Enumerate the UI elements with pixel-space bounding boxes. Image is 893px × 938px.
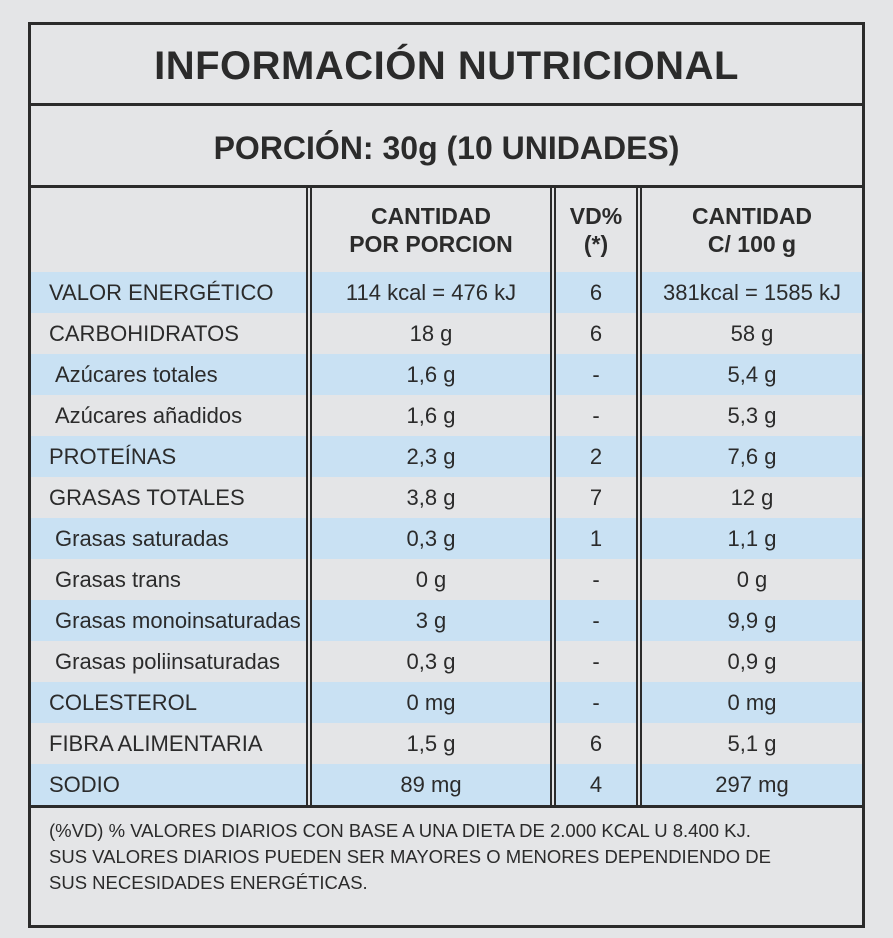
nutrient-row: COLESTEROL 0 mg -0 mg	[31, 682, 862, 723]
nutrient-name: Grasas monoinsaturadas	[31, 600, 309, 641]
nutrient-row: Grasas poliinsaturadas 0,3 g -0,9 g	[31, 641, 862, 682]
nutrient-row: FIBRA ALIMENTARIA 1,5 g 6 5,1 g	[31, 723, 862, 764]
header-line: (*)	[583, 231, 609, 257]
nutrient-value: 5,3 g	[636, 395, 862, 436]
header-line: POR PORCION	[349, 231, 513, 257]
header-cell: VD% (*)	[550, 188, 639, 272]
nutrient-value: 381kcal = 1585 kJ	[636, 272, 862, 313]
nutrition-label: INFORMACIÓN NUTRICIONAL PORCIÓN: 30g (10…	[28, 22, 865, 928]
header-line: VD%	[569, 203, 623, 229]
nutrient-value: -	[550, 682, 639, 723]
nutrient-name: Azúcares añadidos	[55, 402, 243, 428]
nutrient-name: SODIO	[31, 764, 309, 805]
nutrient-value: 0,9 g	[636, 641, 862, 682]
nutrient-value: 297 mg	[636, 764, 862, 805]
footnote-line: (%VD) % VALORES DIARIOS CON BASE A UNA D…	[49, 820, 751, 841]
header-cell	[31, 188, 309, 272]
nutrient-value: 18 g	[306, 313, 553, 354]
footnote-line: SUS VALORES DIARIOS PUEDEN SER MAYORES O…	[49, 846, 771, 867]
header-line: CANTIDAD	[691, 203, 813, 229]
nutrient-value: -	[550, 395, 639, 436]
nutrient-value: -	[550, 641, 639, 682]
nutrient-value: 2	[550, 436, 639, 477]
nutrient-value: 1,6 g	[306, 354, 553, 395]
nutrient-row: SODIO 89 mg 4 297 mg	[31, 764, 862, 805]
nutrient-row: Grasas monoinsaturadas 3 g -9,9 g	[31, 600, 862, 641]
nutrient-row: Azúcares añadidos 1,6 g -5,3 g	[31, 395, 862, 436]
nutrient-name: FIBRA ALIMENTARIA	[49, 730, 263, 756]
nutrient-value: 3 g	[306, 600, 553, 641]
nutrient-name: CARBOHIDRATOS	[49, 320, 239, 346]
nutrient-value: -	[550, 559, 639, 600]
nutrient-value: 4	[550, 764, 639, 805]
nutrient-row: GRASAS TOTALES 3,8 g 7 12 g	[31, 477, 862, 518]
nutrient-value: 89 mg	[306, 764, 553, 805]
nutrient-value: 5,4 g	[636, 354, 862, 395]
nutrient-value: 0 mg	[636, 682, 862, 723]
nutrient-value: 12 g	[636, 477, 862, 518]
nutrient-name: Grasas poliinsaturadas	[55, 648, 281, 674]
nutrient-value: 1	[550, 518, 639, 559]
nutrient-row: Azúcares totales 1,6 g -5,4 g	[31, 354, 862, 395]
table-body: CANTIDAD POR PORCION VD% (*) CANTIDAD C/ 10…	[31, 188, 862, 805]
nutrition-table: CANTIDAD POR PORCION VD% (*) CANTIDAD C/ 10…	[31, 188, 862, 805]
header-line: C/ 100 g	[707, 231, 797, 257]
nutrient-name: PROTEÍNAS	[31, 436, 309, 477]
header-cell: CANTIDAD POR PORCION	[306, 188, 553, 272]
nutrient-value: 1,1 g	[636, 518, 862, 559]
nutrient-row: PROTEÍNAS 2,3 g 2 7,6 g	[31, 436, 862, 477]
nutrient-row: VALOR ENERGÉTICO 114 kcal = 476 kJ 6 381kca…	[31, 272, 862, 313]
nutrient-value: 6	[550, 313, 639, 354]
nutrient-row: Grasas saturadas 0,3 g 1 1,1 g	[31, 518, 862, 559]
portion: PORCIÓN: 30g (10 UNIDADES)	[31, 106, 862, 188]
header-line: CANTIDAD	[370, 203, 492, 229]
nutrient-name: Grasas saturadas	[31, 518, 309, 559]
nutrient-name: Grasas trans	[55, 566, 181, 592]
nutrient-name: COLESTEROL	[31, 682, 309, 723]
footnote: (%VD) % VALORES DIARIOS CON BASE A UNA D…	[31, 805, 862, 896]
nutrient-value: 6	[550, 723, 639, 764]
nutrient-name: GRASAS TOTALES	[49, 484, 245, 510]
nutrient-value: 7,6 g	[636, 436, 862, 477]
nutrient-name: VALOR ENERGÉTICO	[31, 272, 309, 313]
nutrient-value: 0 mg	[306, 682, 553, 723]
nutrient-row: Grasas trans 0 g-0 g	[31, 559, 862, 600]
nutrient-value: 1,5 g	[306, 723, 553, 764]
nutrient-value: 1,6 g	[306, 395, 553, 436]
header-row: CANTIDAD POR PORCION VD% (*) CANTIDAD C/ 10…	[31, 188, 862, 272]
nutrient-value: 0 g	[306, 559, 553, 600]
nutrient-value: 0 g	[636, 559, 862, 600]
nutrient-value: 5,1 g	[636, 723, 862, 764]
nutrient-value: 3,8 g	[306, 477, 553, 518]
title: INFORMACIÓN NUTRICIONAL	[31, 25, 862, 106]
footnote-line: SUS NECESIDADES ENERGÉTICAS.	[49, 872, 368, 893]
nutrient-value: 6	[550, 272, 639, 313]
nutrient-value: 9,9 g	[636, 600, 862, 641]
nutrient-value: -	[550, 354, 639, 395]
nutrient-name: Azúcares totales	[31, 354, 309, 395]
nutrient-row: CARBOHIDRATOS 18 g 6 58 g	[31, 313, 862, 354]
nutrient-value: 2,3 g	[306, 436, 553, 477]
nutrient-value: 7	[550, 477, 639, 518]
nutrient-value: 0,3 g	[306, 518, 553, 559]
nutrient-value: 0,3 g	[306, 641, 553, 682]
nutrient-value: -	[550, 600, 639, 641]
nutrient-value: 114 kcal = 476 kJ	[306, 272, 553, 313]
header-cell: CANTIDAD C/ 100 g	[636, 188, 862, 272]
nutrient-value: 58 g	[636, 313, 862, 354]
